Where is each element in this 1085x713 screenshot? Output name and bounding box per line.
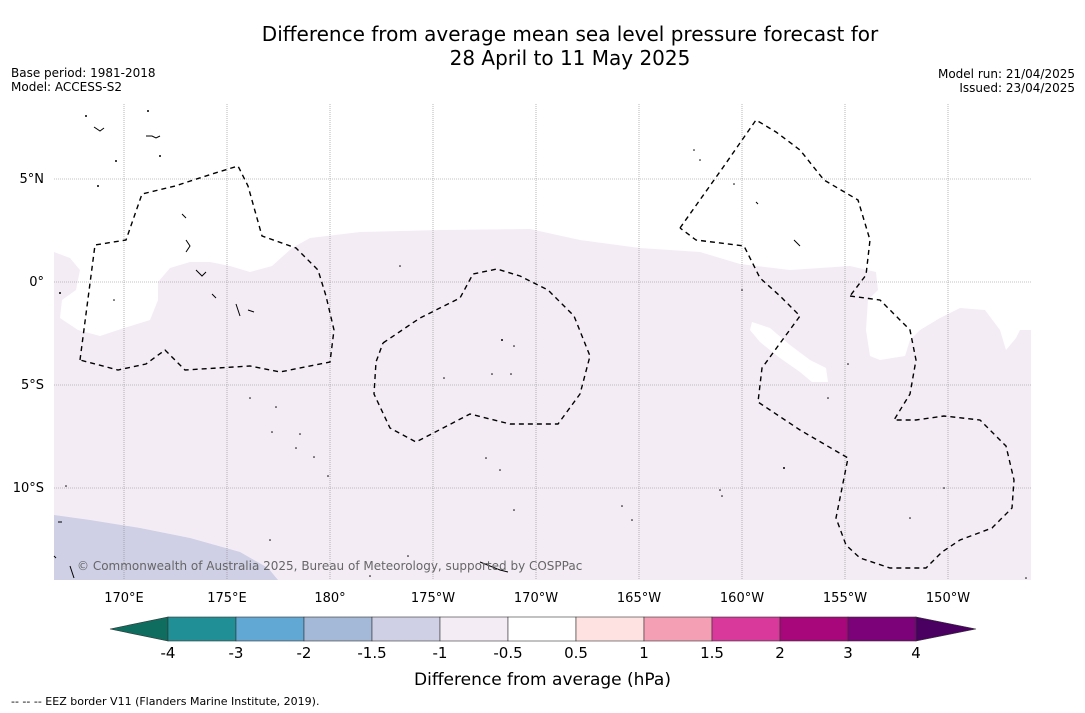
colorbar-tick-label: 0.5 [564, 644, 588, 662]
colorbar-segment [167, 616, 237, 642]
lon-labels: 170°E 175°E 180° 175°W 170°W 165°W 160°W… [104, 591, 970, 606]
model-name: Model: ACCESS-S2 [11, 80, 123, 94]
lon-label: 155°W [823, 591, 867, 606]
colorbar-tick-label: -1 [433, 644, 448, 662]
eez-phoenix [373, 268, 591, 443]
colorbar-tick-label: 2 [775, 644, 785, 662]
anomaly-hole [750, 322, 828, 382]
colorbar-tick-label: -4 [161, 644, 176, 662]
colorbar-tick-label: 3 [843, 644, 853, 662]
colorbar-segment [235, 616, 305, 642]
lon-label: 170°E [104, 591, 144, 606]
eez-tuvalu [79, 165, 335, 373]
colorbar-tick-label: -3 [229, 644, 244, 662]
islet-dots [59, 110, 1027, 579]
lat-label: 0° [29, 275, 44, 290]
title-line-2: 28 April to 11 May 2025 [449, 46, 691, 70]
lon-label: 150°W [926, 591, 970, 606]
colorbar-tick-label: 4 [911, 644, 921, 662]
lon-label: 170°W [514, 591, 558, 606]
colorbar-tick-label: -1.5 [357, 644, 386, 662]
colorbar-segment [779, 616, 849, 642]
colorbar-segment [371, 616, 441, 642]
copyright-notice: © Commonwealth of Australia 2025, Bureau… [77, 559, 582, 573]
colorbar-extend-high [915, 616, 977, 642]
colorbar-tick-label: -0.5 [493, 644, 522, 662]
colorbar-tick-label: 1 [639, 644, 649, 662]
issued-date: Issued: 23/04/2025 [959, 81, 1075, 95]
colorbar-segment [575, 616, 645, 642]
lon-label: 175°E [207, 591, 247, 606]
model-run: Model run: 21/04/2025 [937, 67, 1075, 81]
title-line-1: Difference from average mean sea level p… [261, 22, 879, 46]
islands [53, 126, 801, 579]
eez-borders [79, 119, 1015, 569]
gridlines [54, 104, 1031, 580]
colorbar-segment [507, 616, 577, 642]
colorbar-segment [711, 616, 781, 642]
colorbar-segment [847, 616, 917, 642]
lon-label: 165°W [617, 591, 661, 606]
lat-label: 10°S [13, 481, 44, 496]
lon-label: 160°W [720, 591, 764, 606]
anomaly-region-neg-1-5 [54, 515, 278, 580]
map-title: Difference from average mean sea level p… [0, 22, 1085, 70]
anomaly-region-neg-0-5 [54, 229, 1031, 580]
lat-label: 5°S [21, 378, 44, 393]
lat-label: 5°N [20, 172, 45, 187]
lon-label: 180° [314, 591, 345, 606]
meta-right: Model run: 21/04/2025 Issued: 23/04/2025 [938, 67, 1075, 95]
meta-left: Base period: 1981-2018 Model: ACCESS-S2 [11, 66, 156, 94]
lon-label: 175°W [411, 591, 455, 606]
colorbar-segment [439, 616, 509, 642]
colorbar-tick-label: 1.5 [700, 644, 724, 662]
lat-labels: 5°N 0° 5°S 10°S [13, 172, 44, 496]
colorbar-segment [303, 616, 373, 642]
base-period: Base period: 1981-2018 [11, 66, 156, 80]
colorbar-segment [643, 616, 713, 642]
colorbar-tick-label: -2 [297, 644, 312, 662]
colorbar: -4 -3 -2 -1.5 -1 -0.5 0.5 1 1.5 2 3 4 [109, 616, 977, 662]
colorbar-extend-low [109, 616, 169, 642]
eez-line-islands [679, 119, 1015, 569]
colorbar-label: Difference from average (hPa) [414, 670, 671, 690]
eez-footnote: -- -- -- EEZ border V11 (Flanders Marine… [11, 695, 320, 708]
